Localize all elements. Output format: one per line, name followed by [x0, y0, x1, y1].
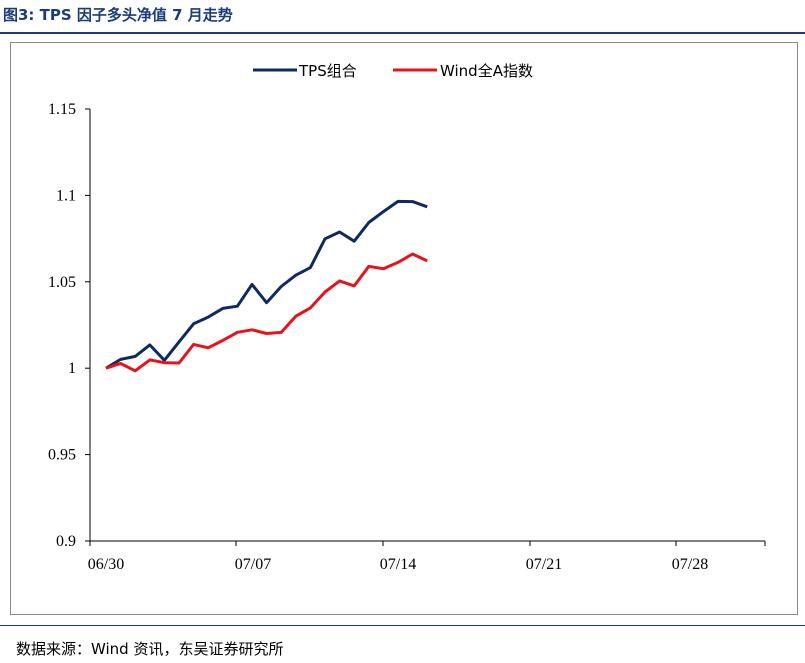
y-tick-label: 0.95: [48, 447, 76, 464]
x-tick-label: 07/07: [235, 556, 271, 573]
x-tick-label: 07/28: [672, 556, 708, 573]
y-tick-label: 1.1: [56, 187, 76, 204]
y-axis-ticks: 1.15 1.1 1.05 1 0.95 0.9: [48, 101, 90, 550]
x-tick-label: 07/21: [526, 556, 562, 573]
line-chart: 1.15 1.1 1.05 1 0.95 0.9 06/30 07/07 07/14 07/21…: [48, 62, 766, 573]
y-tick-label: 0.9: [56, 533, 76, 550]
bottom-divider: [0, 625, 805, 626]
series-group: [105, 199, 428, 373]
legend-wind-label: Wind全A指数: [440, 62, 533, 80]
legend: TPS组合 Wind全A指数: [253, 62, 533, 80]
source-note: 数据来源：Wind 资讯，东吴证券研究所: [16, 640, 284, 658]
x-tick-label: 07/14: [380, 556, 416, 573]
x-axis-ticks: 06/30 07/07 07/14 07/21 07/28: [88, 541, 766, 573]
legend-tps-label: TPS组合: [298, 62, 357, 80]
tps-series-line: [105, 199, 428, 370]
y-tick-label: 1: [68, 360, 76, 377]
chart-frame: [10, 42, 798, 615]
y-tick-label: 1.05: [48, 274, 76, 291]
y-tick-label: 1.15: [48, 101, 76, 118]
figure-title: 图3: TPS 因子多头净值 7 月走势: [3, 6, 233, 24]
wind-series-line: [105, 252, 428, 373]
top-divider: [0, 32, 805, 34]
x-tick-label: 06/30: [88, 556, 124, 573]
axes: [89, 109, 765, 542]
